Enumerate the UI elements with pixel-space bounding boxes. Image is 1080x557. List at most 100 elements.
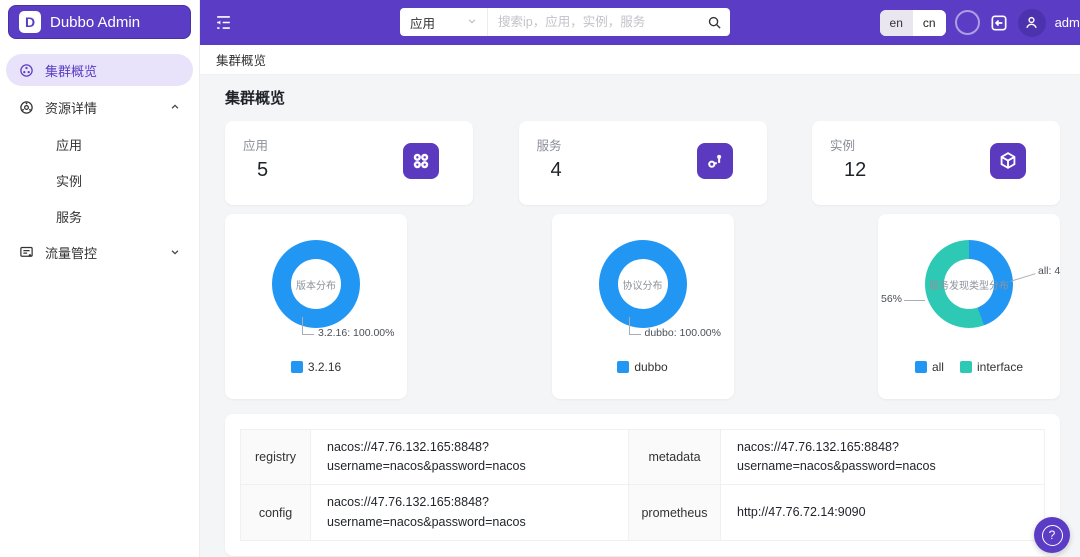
app-title: Dubbo Admin	[50, 13, 141, 31]
sidebar-subitem-label: 应用	[56, 138, 83, 153]
cluster-config-card: registry nacos://47.76.132.165:8848? use…	[225, 414, 1060, 556]
legend-item[interactable]: interface	[959, 360, 1024, 374]
config-key-metadata: metadata	[629, 430, 721, 485]
main-content: 集群概览 应用 5 服务 4 实例 12	[200, 75, 1080, 557]
sidebar-item-services[interactable]: 服务	[6, 200, 193, 233]
legend-swatch-icon	[914, 361, 927, 373]
legend-item[interactable]: 3.2.16	[290, 360, 342, 374]
menu-fold-icon[interactable]	[214, 13, 233, 32]
global-search: 应用	[400, 8, 730, 36]
sidebar-menu: 集群概览 资源详情 应用 实例 服务	[0, 44, 199, 268]
breadcrumb: 集群概览	[216, 54, 267, 68]
header-right-group: en cn admin	[879, 8, 1080, 37]
config-value-prometheus: http://47.76.72.14:9090	[721, 485, 1044, 540]
legend-label: 3.2.16	[307, 360, 342, 374]
donut-hole: 协议分布	[617, 259, 668, 309]
legend-item[interactable]: dubbo	[617, 360, 668, 374]
theme-toggle-icon[interactable]	[954, 10, 980, 35]
config-key-config: config	[241, 485, 311, 540]
chart-legend: 3.2.16	[225, 360, 407, 374]
config-value-metadata: nacos://47.76.132.165:8848? username=nac…	[721, 430, 1044, 485]
stat-card-applications: 应用 5	[225, 121, 473, 205]
sidebar-item-instances[interactable]: 实例	[6, 164, 193, 197]
pie-slice-label: 3.2.16: 100.00%	[318, 327, 395, 339]
config-table: registry nacos://47.76.132.165:8848? use…	[240, 429, 1045, 541]
help-icon: ?	[1041, 524, 1063, 546]
stat-value: 5	[257, 159, 269, 181]
sidebar-item-resource-details[interactable]: 资源详情	[6, 91, 193, 123]
config-value-line: username=nacos&password=nacos	[327, 459, 526, 473]
sidebar-item-traffic-control[interactable]: 流量管控	[6, 236, 193, 268]
label-connector-line	[1010, 273, 1036, 282]
pie-slice-label: 56%	[881, 293, 903, 305]
chart-title: 版本分布	[296, 280, 336, 292]
stat-card-services: 服务 4	[518, 121, 767, 205]
app-logo[interactable]: D Dubbo Admin	[8, 5, 191, 39]
config-key-prometheus: prometheus	[629, 485, 721, 540]
language-switcher: en cn	[879, 9, 946, 36]
pie-slice-label: dubbo: 100.00%	[644, 327, 721, 339]
sidebar-item-label: 流量管控	[45, 245, 98, 261]
label-connector-line	[628, 317, 641, 335]
config-key-registry: registry	[241, 430, 311, 485]
search-icon[interactable]	[698, 8, 730, 36]
config-value-line: username=nacos&password=nacos	[327, 514, 526, 529]
sidebar-item-label: 集群概览	[45, 63, 98, 79]
stat-value: 12	[844, 159, 867, 181]
stat-label: 实例	[830, 139, 856, 153]
username-label: admin	[1054, 15, 1080, 30]
protocol-distribution-chart: 协议分布 dubbo: 100.00% dubbo	[551, 214, 734, 399]
chevron-down-icon	[467, 16, 477, 28]
apps-grid-icon	[403, 143, 439, 179]
logout-icon[interactable]	[989, 13, 1009, 33]
stats-row: 应用 5 服务 4 实例 12	[225, 121, 1060, 205]
donut-chart[interactable]: 协议分布	[598, 240, 687, 328]
sidebar-item-applications[interactable]: 应用	[6, 128, 193, 161]
label-connector-line	[904, 300, 925, 301]
service-route-icon	[696, 143, 733, 179]
chart-legend: dubbo	[552, 360, 734, 374]
sidebar-item-cluster-overview[interactable]: 集群概览	[6, 54, 193, 86]
donut-chart[interactable]: 服务发现类型分布	[925, 240, 1013, 328]
instance-cube-icon	[990, 143, 1026, 179]
user-avatar[interactable]	[1017, 8, 1046, 37]
chevron-down-icon	[170, 247, 180, 257]
legend-swatch-icon	[290, 361, 303, 373]
pie-slice-label: all: 4	[1038, 265, 1060, 277]
donut-chart[interactable]: 版本分布	[272, 240, 360, 328]
help-button[interactable]: ?	[1034, 517, 1070, 553]
chart-title: 协议分布	[622, 280, 663, 292]
stat-value: 4	[550, 159, 562, 181]
stat-label: 服务	[536, 139, 562, 153]
config-value-line: nacos://47.76.132.165:8848?	[327, 439, 489, 454]
sidebar: D Dubbo Admin 集群概览 资源详情 应用	[0, 0, 200, 557]
charts-row: 版本分布 3.2.16: 100.00% 3.2.16 协议分布	[225, 214, 1060, 399]
legend-item[interactable]: all	[914, 360, 944, 374]
legend-label: all	[931, 360, 944, 374]
sidebar-subitem-label: 实例	[56, 174, 83, 189]
breadcrumb-bar: 集群概览	[200, 45, 1080, 75]
search-input[interactable]	[488, 15, 698, 29]
chevron-up-icon	[170, 102, 180, 112]
stat-card-instances: 实例 12	[812, 121, 1060, 205]
legend-swatch-icon	[959, 361, 972, 373]
lang-en-button[interactable]: en	[879, 9, 913, 36]
donut-hole: 服务发现类型分布	[929, 259, 1009, 309]
legend-swatch-icon	[617, 361, 630, 373]
config-value-line: http://47.76.72.14:9090	[737, 504, 866, 519]
config-value-registry: nacos://47.76.132.165:8848? username=nac…	[311, 430, 629, 485]
config-value-line: username=nacos&password=nacos	[737, 459, 936, 473]
donut-hole: 版本分布	[291, 259, 341, 309]
dubbo-logo-icon: D	[19, 11, 41, 33]
config-value-line: nacos://47.76.132.165:8848?	[737, 439, 899, 454]
service-discovery-type-chart: 服务发现类型分布 56% all: 4 all interface	[878, 214, 1060, 399]
lang-cn-button[interactable]: cn	[912, 9, 946, 36]
search-category-select[interactable]: 应用	[400, 8, 488, 36]
stat-label: 应用	[243, 139, 269, 153]
legend-label: interface	[976, 360, 1024, 374]
legend-label: dubbo	[634, 360, 668, 374]
resource-details-icon	[19, 100, 34, 115]
chart-title: 服务发现类型分布	[929, 280, 1009, 292]
label-connector-line	[302, 317, 314, 335]
config-value-config: nacos://47.76.132.165:8848? username=nac…	[311, 485, 629, 540]
